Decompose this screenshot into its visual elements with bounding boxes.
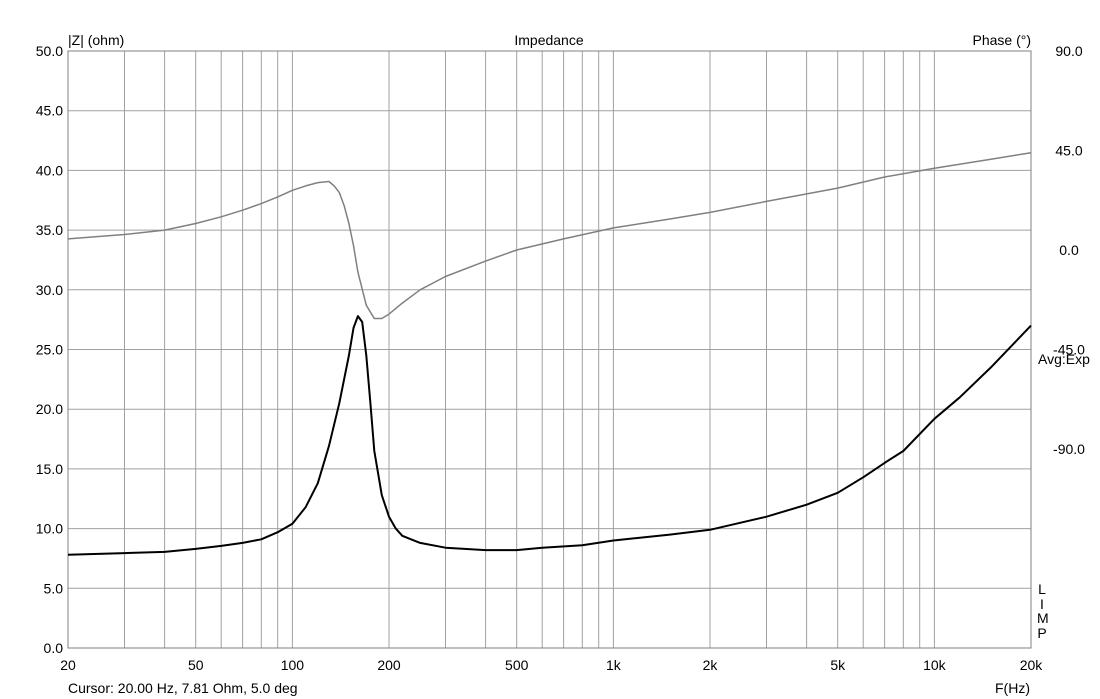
side-letter-p: P xyxy=(1037,624,1047,641)
y-tick-left-15.0: 15.0 xyxy=(36,461,63,477)
y-tick-left-45.0: 45.0 xyxy=(36,103,63,119)
x-tick-500: 500 xyxy=(505,657,529,673)
x-tick-200: 200 xyxy=(377,657,401,673)
y-tick-left-20.0: 20.0 xyxy=(36,401,63,417)
y-tick-left-30.0: 30.0 xyxy=(36,282,63,298)
y-tick-left-50.0: 50.0 xyxy=(36,43,63,59)
x-axis-ticks: 20 50 100 200 500 1k 2k 5k 10k 20k xyxy=(60,657,1043,673)
side-letter-m: M xyxy=(1037,610,1049,626)
side-letter-i: I xyxy=(1040,595,1044,612)
grid xyxy=(68,51,1031,648)
y-axis-left-ticks: 0.0 5.0 10.0 15.0 20.0 25.0 30.0 35.0 40.0 45.0 50… xyxy=(36,43,63,656)
x-tick-50: 50 xyxy=(188,657,204,673)
y-axis-left-label: |Z| (ohm) xyxy=(68,32,125,48)
side-letters: L I M P xyxy=(1037,581,1049,641)
x-tick-2k: 2k xyxy=(703,657,719,673)
impedance-curve xyxy=(67,315,1032,556)
y-axis-right-label: Phase (°) xyxy=(972,32,1031,48)
x-tick-5k: 5k xyxy=(830,657,846,673)
side-letter-l: L xyxy=(1038,581,1046,597)
y-tick-right-90.0: 90.0 xyxy=(1055,43,1082,59)
y-tick-left-40.0: 40.0 xyxy=(36,162,63,178)
y-tick-left-25.0: 25.0 xyxy=(36,342,63,358)
y-tick-left-10.0: 10.0 xyxy=(36,521,63,537)
y-tick-left-35.0: 35.0 xyxy=(36,222,63,238)
y-axis-right-ticks: -90.0 -45.0 0.0 45.0 90.0 xyxy=(1053,43,1085,457)
chart-title: Impedance xyxy=(514,32,584,48)
y-tick-left-5.0: 5.0 xyxy=(44,580,64,596)
phase-curve xyxy=(67,151,1032,320)
x-tick-1k: 1k xyxy=(606,657,622,673)
plot-frame xyxy=(67,50,1032,649)
y-tick-right-0.0: 0.0 xyxy=(1059,242,1079,258)
series-layer xyxy=(67,151,1032,556)
y-tick-right--90.0: -90.0 xyxy=(1053,441,1085,457)
averaging-label: Avg:Exp xyxy=(1038,351,1090,367)
cursor-readout: Cursor: 20.00 Hz, 7.81 Ohm, 5.0 deg xyxy=(68,680,298,696)
x-tick-10k: 10k xyxy=(923,657,947,673)
x-tick-100: 100 xyxy=(281,657,305,673)
y-tick-right-45.0: 45.0 xyxy=(1055,143,1082,159)
y-tick-left-0.0: 0.0 xyxy=(44,640,64,656)
x-tick-20k: 20k xyxy=(1020,657,1044,673)
x-axis-label: F(Hz) xyxy=(995,680,1030,696)
y-tick-right--45.0: -45.0 xyxy=(1053,342,1085,358)
x-tick-20: 20 xyxy=(60,657,76,673)
